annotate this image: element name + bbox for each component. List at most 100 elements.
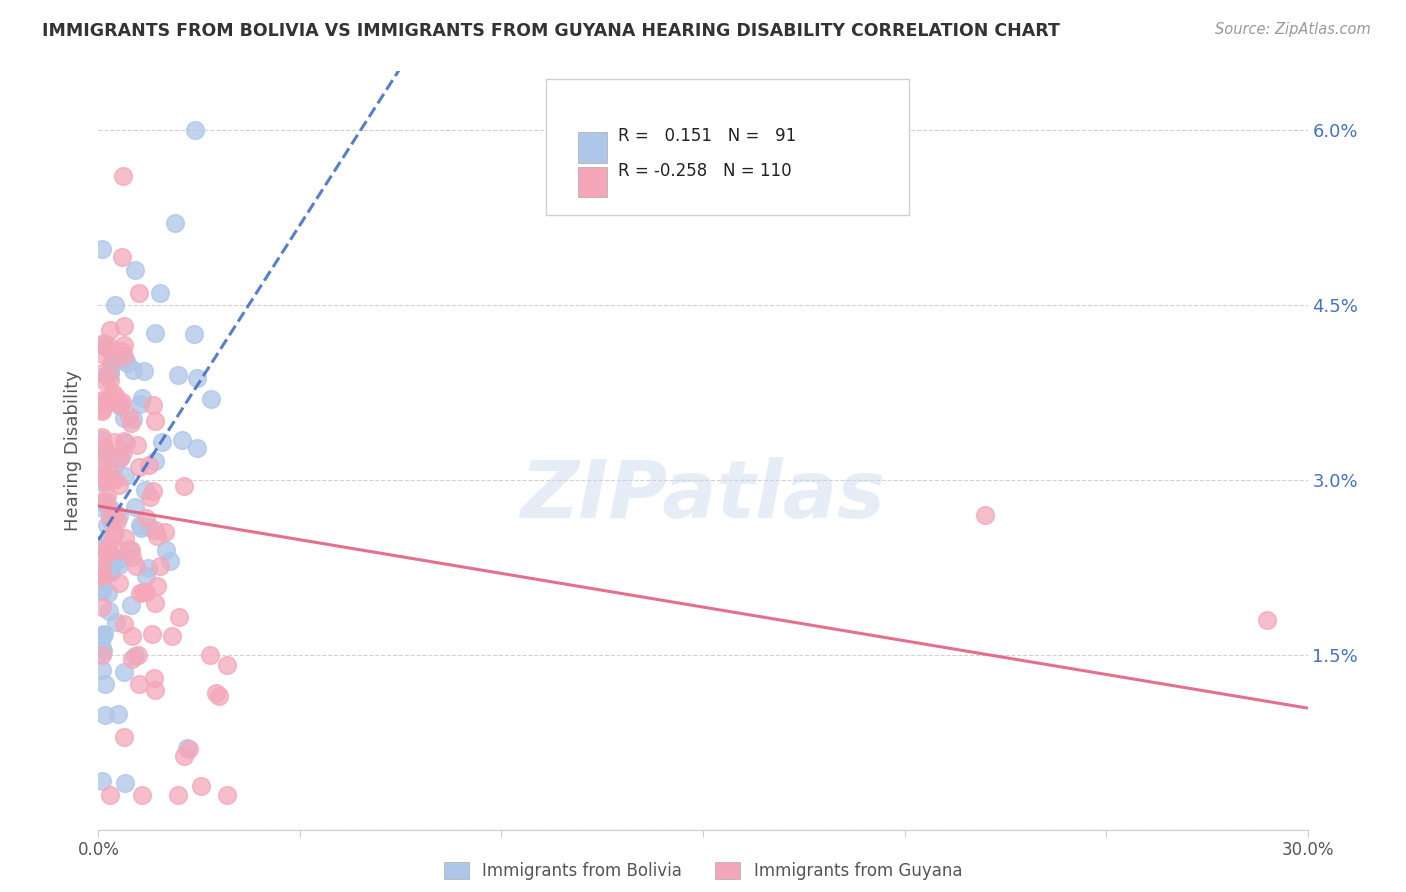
Point xyxy=(143,414,166,428)
Point xyxy=(135,511,157,525)
Point xyxy=(121,550,143,565)
Point xyxy=(104,472,127,486)
Point xyxy=(103,434,125,449)
Point xyxy=(112,665,135,680)
Text: R = -0.258   N = 110: R = -0.258 N = 110 xyxy=(619,162,792,180)
Point xyxy=(107,477,129,491)
Point xyxy=(98,323,121,337)
Point xyxy=(163,216,186,230)
Point xyxy=(138,520,160,534)
Point xyxy=(122,363,145,377)
Point xyxy=(108,542,131,557)
Point xyxy=(91,628,114,642)
Point xyxy=(173,479,195,493)
Point xyxy=(167,788,190,802)
Point xyxy=(120,542,142,557)
Point xyxy=(91,569,114,583)
Point xyxy=(96,490,118,504)
Point xyxy=(91,395,114,409)
Point xyxy=(145,579,167,593)
Point xyxy=(128,586,150,600)
Point xyxy=(1256,613,1278,627)
FancyBboxPatch shape xyxy=(546,79,908,216)
FancyBboxPatch shape xyxy=(578,167,607,197)
Point xyxy=(125,438,148,452)
Point xyxy=(138,458,160,472)
Point xyxy=(167,609,190,624)
Point xyxy=(91,366,114,380)
Point xyxy=(217,788,239,802)
Point xyxy=(112,730,135,744)
Point xyxy=(96,393,118,408)
Point xyxy=(177,741,200,756)
Point xyxy=(105,514,128,528)
Point xyxy=(100,395,122,409)
Point xyxy=(98,549,121,564)
Point xyxy=(103,458,125,473)
Point xyxy=(111,169,134,184)
Point xyxy=(115,356,138,370)
Point xyxy=(94,494,117,508)
Point xyxy=(91,500,114,515)
Point xyxy=(96,475,118,489)
Point xyxy=(114,776,136,790)
Point xyxy=(112,352,135,367)
Point xyxy=(104,551,127,566)
Point xyxy=(142,398,165,412)
Point xyxy=(91,572,114,586)
Point xyxy=(97,368,120,382)
Point xyxy=(101,357,124,371)
Point xyxy=(128,285,150,300)
Point xyxy=(128,460,150,475)
Point xyxy=(91,584,114,599)
Point xyxy=(91,584,114,599)
Point xyxy=(94,545,117,559)
Point xyxy=(112,617,135,632)
Point xyxy=(131,788,153,802)
Point xyxy=(94,340,117,354)
Point xyxy=(176,740,198,755)
Point xyxy=(96,518,118,533)
Point xyxy=(111,250,134,264)
Point xyxy=(91,644,114,658)
Point xyxy=(98,364,121,378)
Point xyxy=(93,468,115,483)
Point xyxy=(200,392,222,406)
Point xyxy=(108,508,131,523)
Point xyxy=(112,410,135,425)
Point xyxy=(143,671,166,685)
Point xyxy=(186,371,208,385)
Point xyxy=(129,521,152,535)
Point xyxy=(104,390,127,404)
Point xyxy=(128,677,150,691)
Point xyxy=(166,368,188,382)
Point xyxy=(107,575,129,590)
Point xyxy=(100,514,122,528)
Point xyxy=(190,779,212,793)
Point xyxy=(143,523,166,537)
Point xyxy=(93,444,115,458)
Point xyxy=(91,460,114,475)
Point xyxy=(97,541,120,555)
Point xyxy=(94,707,117,722)
Point xyxy=(143,326,166,340)
Point xyxy=(91,338,114,352)
Point xyxy=(124,500,146,514)
Point xyxy=(184,122,207,136)
Point xyxy=(155,543,177,558)
Point xyxy=(110,397,132,411)
Point xyxy=(98,340,121,354)
Point xyxy=(91,433,114,447)
Point xyxy=(91,466,114,480)
Point xyxy=(111,344,134,359)
Point xyxy=(131,391,153,405)
Point xyxy=(97,392,120,407)
Point xyxy=(974,508,997,522)
Point xyxy=(97,603,120,617)
Point xyxy=(98,372,121,386)
Point xyxy=(91,632,114,646)
FancyBboxPatch shape xyxy=(578,132,607,163)
Point xyxy=(143,682,166,697)
Point xyxy=(91,568,114,582)
Point xyxy=(100,356,122,370)
